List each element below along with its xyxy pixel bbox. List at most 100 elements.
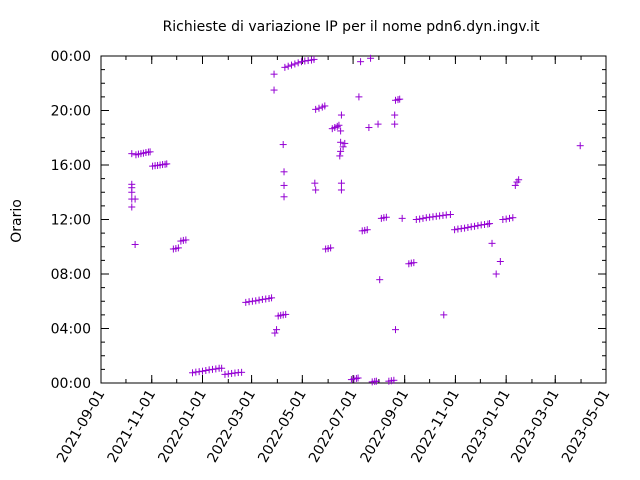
data-points: [128, 54, 584, 386]
data-point: [398, 214, 406, 222]
data-point: [218, 364, 226, 372]
data-point: [146, 148, 154, 156]
data-point: [440, 311, 448, 319]
data-point: [212, 365, 220, 373]
x-tick-label: 2021-11-01: [105, 387, 160, 465]
data-point: [367, 54, 375, 62]
data-point: [337, 127, 345, 135]
data-point: [416, 215, 424, 223]
data-point: [337, 186, 345, 194]
data-point: [252, 297, 260, 305]
data-point: [294, 59, 302, 67]
data-point: [461, 224, 469, 232]
data-point: [284, 62, 292, 70]
data-point: [505, 214, 513, 222]
data-point: [374, 120, 382, 128]
y-tick-label: 00:00: [51, 49, 91, 65]
data-point: [310, 55, 318, 63]
data-point: [357, 58, 365, 66]
y-tick-label: 08:00: [51, 267, 91, 283]
data-point: [327, 244, 335, 252]
data-point: [391, 111, 399, 119]
data-point: [354, 374, 362, 382]
x-tick-label: 2022-03-01: [205, 387, 260, 465]
x-tick-label: 2022-07-01: [306, 387, 361, 465]
data-point: [390, 376, 398, 384]
data-point: [131, 240, 139, 248]
data-point: [446, 211, 454, 219]
data-point: [270, 70, 278, 78]
data-point: [341, 139, 349, 147]
data-point: [182, 236, 190, 244]
data-point: [298, 58, 306, 66]
data-point: [321, 102, 329, 110]
data-point: [280, 193, 288, 201]
x-tick-label: 2022-01-01: [155, 387, 210, 465]
data-point: [336, 152, 344, 160]
data-point: [128, 180, 136, 188]
data-point: [486, 220, 494, 228]
data-point: [365, 124, 373, 132]
x-tick-label: 2023-01-01: [459, 387, 514, 465]
plot-frame: [100, 55, 607, 384]
data-point: [509, 214, 517, 222]
data-point: [392, 326, 400, 334]
data-point: [376, 276, 384, 284]
data-point: [496, 258, 504, 266]
data-point: [255, 296, 263, 304]
x-tick-label: 2022-09-01: [358, 387, 413, 465]
data-point: [372, 377, 380, 385]
data-point: [189, 369, 197, 377]
data-point: [474, 222, 482, 230]
data-point: [355, 93, 363, 101]
data-point: [273, 326, 281, 334]
data-point: [291, 60, 299, 68]
data-point: [502, 215, 510, 223]
data-point: [396, 95, 404, 103]
x-tick-label: 2021-09-01: [54, 387, 109, 465]
chart-title: Richieste di variazione IP per il nome p…: [163, 19, 540, 35]
data-point: [282, 310, 290, 318]
data-point: [363, 226, 371, 234]
y-tick-label: 16:00: [51, 158, 91, 174]
data-point: [410, 259, 418, 267]
data-point: [128, 203, 136, 211]
y-tick-label: 04:00: [51, 322, 91, 338]
x-axis: 2021-09-012021-11-012022-01-012022-03-01…: [54, 56, 613, 465]
data-point: [271, 329, 279, 337]
data-point: [198, 367, 206, 375]
data-point: [280, 181, 288, 189]
data-point: [339, 143, 347, 151]
data-point: [337, 179, 345, 187]
data-point: [312, 186, 320, 194]
data-point: [281, 63, 289, 71]
data-point: [391, 120, 399, 128]
data-point: [511, 181, 519, 189]
data-point: [337, 147, 345, 155]
data-point: [488, 239, 496, 247]
data-point: [288, 61, 296, 69]
data-point: [279, 141, 287, 149]
y-tick-label: 00:00: [51, 376, 91, 392]
data-point: [242, 298, 250, 306]
data-point: [464, 223, 472, 231]
data-point: [280, 168, 288, 176]
y-axis-label: Orario: [9, 199, 25, 243]
x-tick-label: 2022-05-01: [255, 387, 310, 465]
data-point: [515, 176, 523, 184]
data-point: [311, 179, 319, 187]
data-point: [174, 244, 182, 252]
data-point: [335, 121, 343, 129]
data-point: [128, 150, 136, 158]
x-tick-label: 2022-11-01: [408, 387, 463, 465]
y-axis: 00:00 04:00 08:00 12:00 16:00 20:00 00:00: [51, 49, 606, 392]
data-point: [382, 213, 390, 221]
data-point: [163, 160, 171, 168]
y-tick-label: 12:00: [51, 213, 91, 229]
data-point: [202, 367, 210, 375]
data-point: [315, 104, 323, 112]
data-point: [576, 142, 584, 150]
data-point: [337, 138, 345, 146]
y-tick-label: 20:00: [51, 104, 91, 120]
